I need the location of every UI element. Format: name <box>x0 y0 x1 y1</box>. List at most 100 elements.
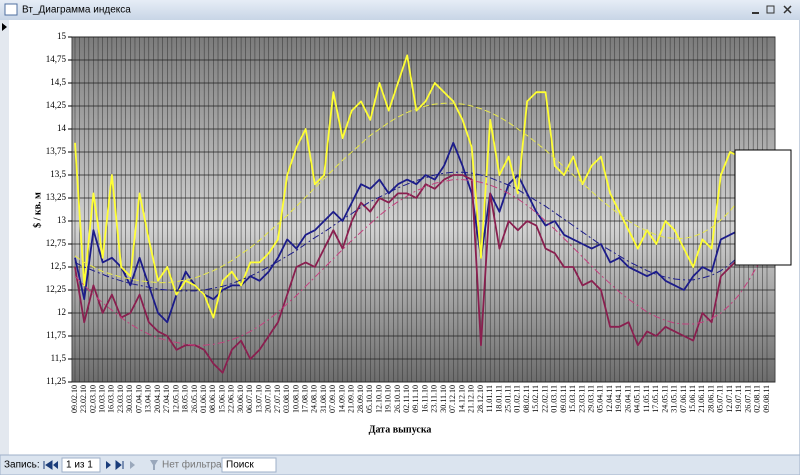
prev-record-button[interactable] <box>53 461 58 469</box>
x-tick-label: 23.02.10 <box>79 385 88 413</box>
x-tick-label: 05.07.11 <box>716 385 725 413</box>
series-line <box>74 171 768 292</box>
record-arrow <box>2 23 7 31</box>
legend-box <box>734 149 792 266</box>
x-tick-label: 31.08.10 <box>319 385 328 413</box>
x-tick-label: 15.06.11 <box>688 385 697 413</box>
y-tick-label: 12 <box>57 307 66 317</box>
x-tick-label: 15.03.11 <box>568 385 577 413</box>
series-line <box>74 102 768 284</box>
x-tick-label: 15.02.11 <box>531 385 540 413</box>
next-record-button[interactable] <box>106 461 111 469</box>
y-tick-label: 14,75 <box>46 54 67 64</box>
y-tick-label: 12,25 <box>46 284 67 294</box>
x-tick-label: 15.06.10 <box>217 385 226 413</box>
x-tick-label: 01.03.11 <box>550 385 559 413</box>
x-tick-label: 01.02.11 <box>513 385 522 413</box>
x-tick-label: 26.07.11 <box>743 385 752 413</box>
chart: 11,25 11,5 11,75 12 12,25 12,5 12,75 13 13,25 13,… <box>46 31 775 413</box>
y-tick-label: 11,75 <box>46 330 66 340</box>
x-tick-label: 26.10.10 <box>393 385 402 413</box>
x-tick-label: 13.07.10 <box>254 385 263 413</box>
y-tick-label: 15 <box>57 31 67 41</box>
close-button[interactable] <box>783 5 792 14</box>
x-tick-label: 19.07.11 <box>734 385 743 413</box>
record-position: 1 из 1 <box>66 460 93 471</box>
x-tick-label: 28.06.11 <box>706 385 715 413</box>
window-buttons[interactable] <box>752 5 792 14</box>
x-tick-label: 05.04.11 <box>596 385 605 413</box>
x-tick-label: 19.04.11 <box>614 385 623 413</box>
last-record-button[interactable] <box>115 459 124 471</box>
x-tick-label: 21.09.10 <box>347 385 356 413</box>
y-tick-label: 14,5 <box>50 77 66 87</box>
x-tick-label: 22.06.10 <box>227 385 236 413</box>
x-tick-label: 13.04.10 <box>144 385 153 413</box>
y-tick-label: 14,25 <box>46 100 67 110</box>
x-tick-label: 17.05.11 <box>651 385 660 413</box>
x-tick-label: 18.05.10 <box>181 385 190 413</box>
x-tick-label: 27.04.10 <box>162 385 171 413</box>
x-tick-label: 23.11.10 <box>430 385 439 413</box>
x-tick-label: 21.12.10 <box>467 385 476 413</box>
y-tick-label: 13,75 <box>46 146 67 156</box>
x-tick-label: 07.12.10 <box>448 385 457 413</box>
y-tick-label: 11,5 <box>51 353 67 363</box>
window-icon <box>4 3 18 16</box>
x-tick-label: 12.04.11 <box>605 385 614 413</box>
x-tick-label: 17.08.10 <box>300 385 309 413</box>
record-label: Запись: <box>4 460 40 471</box>
x-tick-label: 01.06.10 <box>199 385 208 413</box>
x-tick-label: 29.03.11 <box>587 385 596 413</box>
search-box[interactable] <box>221 457 277 473</box>
record-selector[interactable] <box>0 20 9 455</box>
y-axis-title: $ / кв. м <box>32 192 43 228</box>
y-tick-label: 13,25 <box>46 192 67 202</box>
title-bar <box>0 0 800 20</box>
filter-icon <box>150 460 158 470</box>
x-tick-label: 07.09.10 <box>328 385 337 413</box>
first-record-button[interactable] <box>43 460 53 470</box>
series-line <box>74 54 768 319</box>
x-tick-label: 10.03.10 <box>98 385 107 413</box>
x-tick-label: 07.04.10 <box>134 385 143 413</box>
x-tick-label: 19.10.10 <box>384 385 393 413</box>
x-tick-label: 09.11.10 <box>411 385 420 413</box>
x-tick-label: 09.02.10 <box>70 385 79 413</box>
x-tick-label: 11.05.11 <box>642 385 651 412</box>
x-tick-label: 30.06.10 <box>236 385 245 413</box>
x-tick-label: 23.03.10 <box>116 385 125 413</box>
x-tick-label: 30.03.10 <box>125 385 134 413</box>
x-tick-label: 23.03.11 <box>577 385 586 413</box>
series-line <box>74 179 768 346</box>
window-title: Вт_Диаграмма индекса <box>22 5 131 16</box>
x-tick-label: 26.05.10 <box>190 385 199 413</box>
plot-area <box>71 36 776 383</box>
x-tick-label: 20.07.10 <box>264 385 273 413</box>
x-tick-label: 25.01.11 <box>503 385 512 413</box>
x-tick-label: 12.07.11 <box>725 385 734 413</box>
record-position-box[interactable] <box>61 457 101 473</box>
x-tick-label: 16.03.10 <box>107 385 116 413</box>
maximize-button[interactable] <box>766 5 775 14</box>
x-tick-label: 09.03.11 <box>559 385 568 413</box>
status-bar <box>0 454 800 475</box>
y-tick-label: 12,75 <box>46 238 67 248</box>
y-tick-label: 11,25 <box>46 376 66 386</box>
x-tick-label: 09.08.11 <box>762 385 771 413</box>
filter-status[interactable]: Нет фильтра <box>162 459 222 471</box>
x-tick-label: 08.06.10 <box>208 385 217 413</box>
x-tick-label: 24.05.11 <box>660 385 669 413</box>
x-tick-label: 02.11.10 <box>402 385 411 413</box>
x-tick-label: 24.08.10 <box>310 385 319 413</box>
x-tick-label: 14.12.10 <box>457 385 466 413</box>
vertical-grid <box>74 37 768 382</box>
new-record-button[interactable] <box>130 461 135 469</box>
search-placeholder: Поиск <box>226 460 254 471</box>
x-tick-label: 16.11.10 <box>420 385 429 413</box>
x-tick-label: 20.04.10 <box>153 385 162 413</box>
y-tick-label: 14 <box>57 123 67 133</box>
x-tick-label: 07.06.11 <box>679 385 688 413</box>
